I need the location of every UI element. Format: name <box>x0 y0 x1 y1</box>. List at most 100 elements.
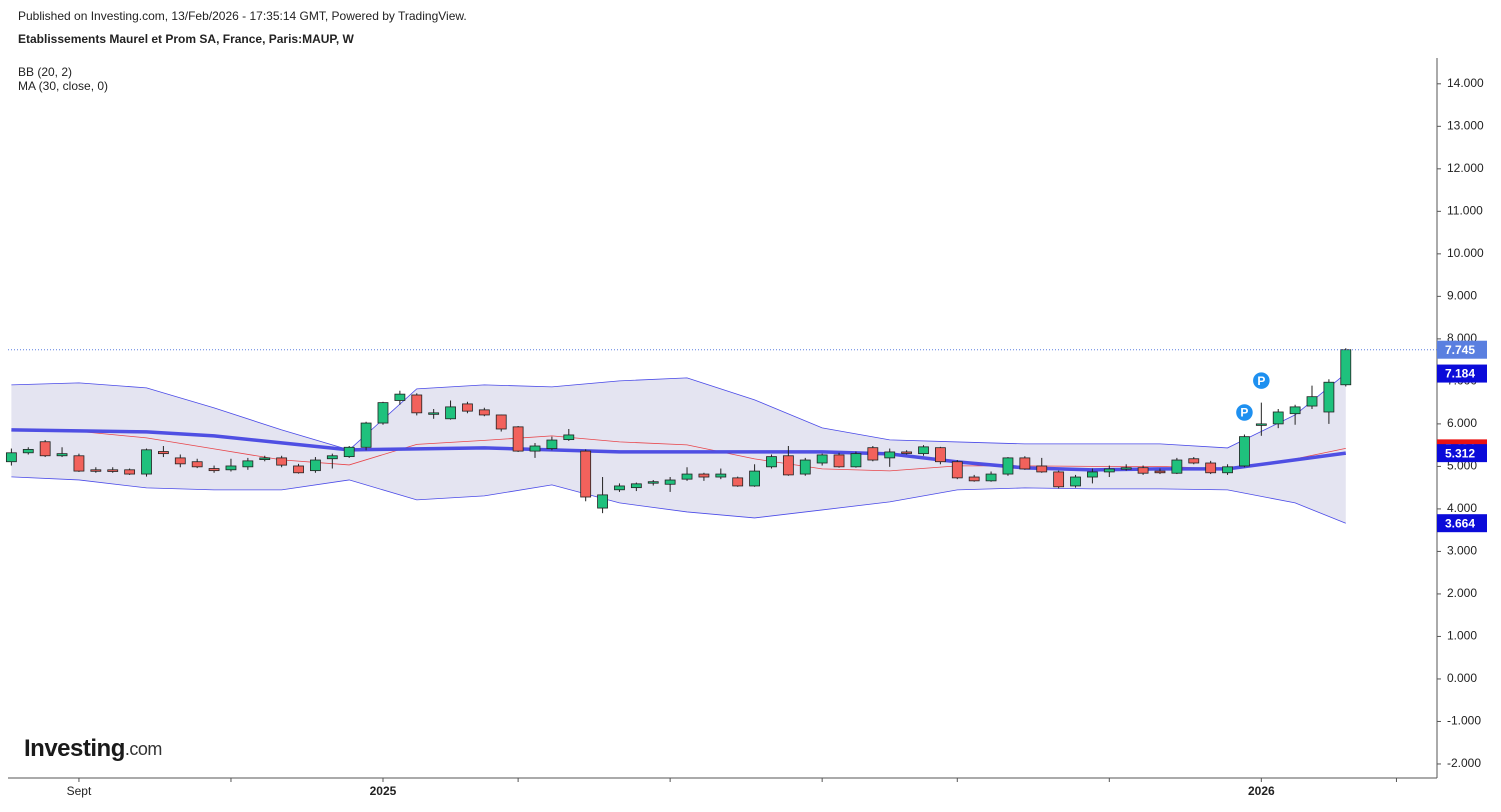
candle-body <box>546 439 558 449</box>
y-tick-label: 13.000 <box>1447 118 1484 132</box>
candle-body <box>73 455 85 472</box>
candle-body <box>749 470 760 487</box>
candle-body <box>664 479 676 485</box>
candle-body <box>310 459 321 472</box>
candle-body <box>22 448 34 454</box>
candle-body <box>698 473 710 478</box>
bb-basis <box>11 430 1346 472</box>
candle-body <box>1103 468 1115 473</box>
legend-entry: BB (20, 2) <box>18 65 72 79</box>
candle-body <box>360 422 372 448</box>
y-tick-label: 1.000 <box>1447 629 1477 643</box>
candle-body <box>1306 396 1318 407</box>
candle-body <box>1272 411 1284 425</box>
logo-main: Investing <box>24 735 125 762</box>
y-tick-label: 11.000 <box>1447 204 1483 218</box>
candle-body <box>985 473 997 482</box>
bb-fill <box>11 373 1346 524</box>
price-label-box <box>1437 444 1487 463</box>
candle-body <box>478 409 490 416</box>
candle-body <box>39 441 51 457</box>
candle-body <box>867 447 879 461</box>
candle-body <box>918 446 929 455</box>
candle-body <box>951 461 963 479</box>
candle-body <box>1222 466 1233 474</box>
candle-body <box>1323 381 1335 413</box>
candle-body <box>343 446 355 458</box>
candle-body <box>782 455 794 476</box>
candle-body <box>1036 465 1048 473</box>
y-tick-label: 9.000 <box>1447 289 1477 303</box>
candle-body <box>259 457 271 460</box>
candle-body <box>630 483 642 489</box>
annotation-text: P <box>1257 374 1265 388</box>
candle-body <box>191 461 203 468</box>
y-tick-label: 14.000 <box>1447 76 1484 90</box>
bb-lower <box>11 476 1346 524</box>
y-tick-label: 10.000 <box>1447 246 1484 260</box>
candle-body <box>394 393 406 401</box>
candle-body <box>495 414 507 430</box>
annotation-marker <box>1251 370 1272 391</box>
candle-body <box>1120 467 1132 470</box>
candle-body <box>833 454 845 468</box>
x-tick-label: 2025 <box>370 784 397 798</box>
candle-body <box>681 473 693 480</box>
candle-body <box>1053 471 1065 488</box>
y-tick-label: 4.000 <box>1447 501 1477 515</box>
logo-suffix: .com <box>125 739 162 759</box>
ma-line <box>11 428 1347 472</box>
candle-body <box>1255 423 1267 426</box>
candle-body <box>293 465 304 474</box>
bb-upper <box>11 373 1347 451</box>
logo: Investing.com <box>24 735 162 762</box>
candle-body <box>1171 459 1183 474</box>
candle-body <box>276 457 288 466</box>
candle-body <box>1188 458 1200 464</box>
candle-body <box>242 460 254 468</box>
candle-body <box>56 453 68 457</box>
candle-body <box>563 434 575 441</box>
candle-body <box>614 485 625 491</box>
candle-body <box>107 469 119 472</box>
annotation-marker <box>1234 402 1255 423</box>
candle-body <box>766 456 777 468</box>
y-tick-label: 12.000 <box>1447 161 1484 175</box>
candle-body <box>1154 470 1166 474</box>
candle-body <box>462 403 473 412</box>
candle-body <box>411 394 423 414</box>
published-note: Published on Investing.com, 13/Feb/2026 … <box>18 9 467 23</box>
candle-body <box>1340 349 1352 386</box>
y-tick-label: 3.000 <box>1447 544 1477 558</box>
candle-body <box>428 412 440 415</box>
price-label: 7.745 <box>1445 343 1475 357</box>
chart-title: Etablissements Maurel et Prom SA, France… <box>18 32 355 46</box>
candle-body <box>512 426 524 452</box>
candle-body <box>141 449 152 475</box>
price-label-box <box>1437 514 1487 533</box>
price-label-box <box>1437 340 1487 359</box>
y-tick-label: 2.000 <box>1447 586 1477 600</box>
x-tick-label: 2026 <box>1248 784 1275 798</box>
candle-body <box>1002 457 1014 475</box>
candle-body <box>884 451 896 459</box>
candle-body <box>901 451 913 454</box>
y-tick-label: -1.000 <box>1447 714 1481 728</box>
x-tick-label: Sept <box>67 784 92 798</box>
annotation-text: P <box>1240 406 1248 420</box>
y-tick-label: -2.000 <box>1447 756 1481 770</box>
candle-body <box>529 445 541 452</box>
candle-body <box>1019 457 1031 470</box>
candle-body <box>124 469 136 475</box>
candle-body <box>1289 406 1301 415</box>
candle-body <box>1070 476 1081 487</box>
candle-body <box>1205 462 1217 474</box>
candle-body <box>225 465 237 471</box>
candle-body <box>850 453 862 468</box>
price-label: 7.184 <box>1445 367 1475 381</box>
candle-body <box>597 494 608 509</box>
candle-body <box>208 468 220 472</box>
candle-body <box>5 452 17 463</box>
